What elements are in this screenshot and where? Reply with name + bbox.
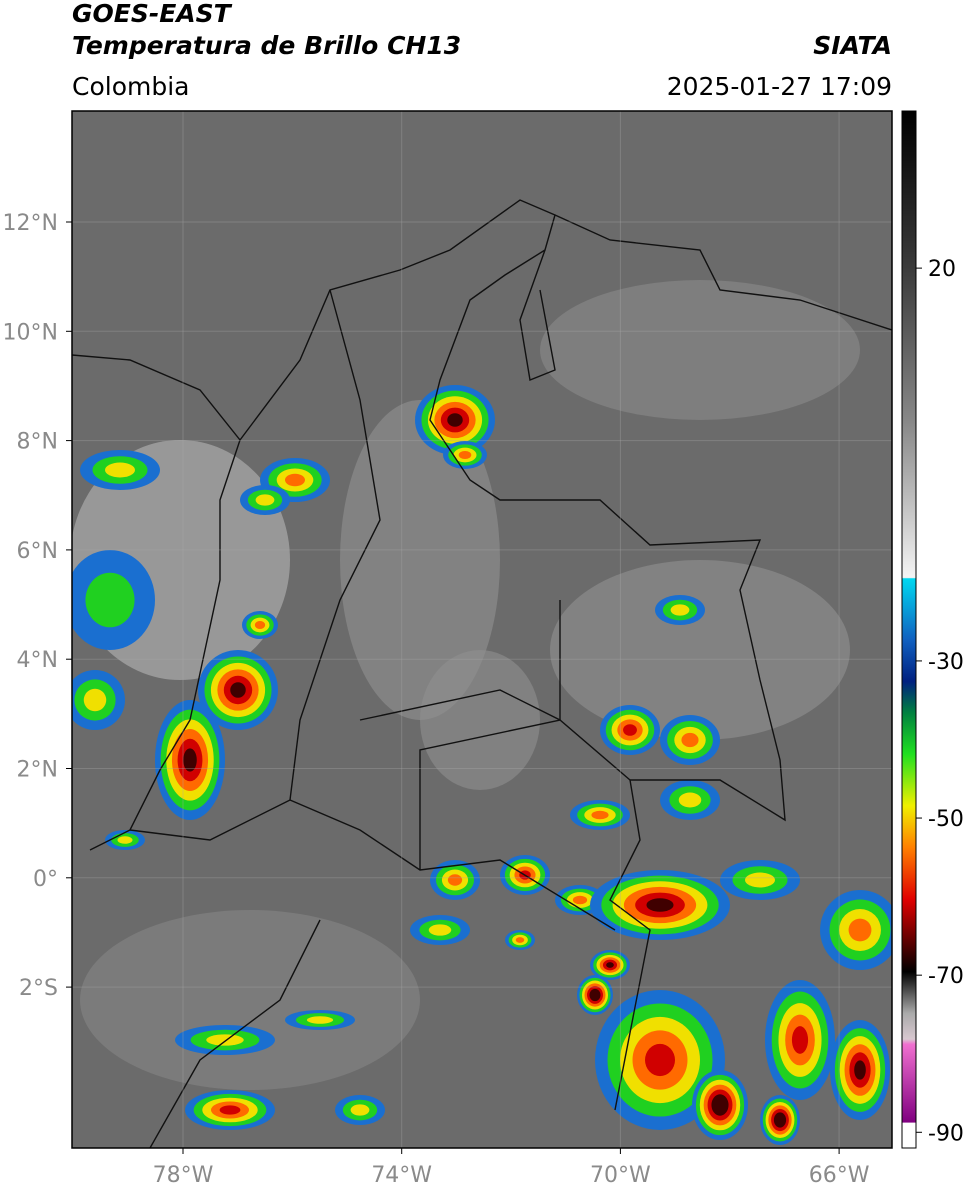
storm-cell [206,1034,244,1046]
lon-tick-label: 74°W [371,1163,432,1188]
storm-cell [219,1105,241,1115]
department-line [419,600,561,870]
colorbar-tick-label: -30 [928,650,964,675]
storm-cell [776,1115,784,1125]
storm-cell [645,1043,675,1077]
storm-cell [745,872,775,888]
lon-tick-label: 78°W [153,1163,214,1188]
department-line [289,289,381,801]
region: Colombia [72,72,189,101]
storm-cell [83,688,107,712]
storm-cell [105,462,135,478]
storm-cell [515,937,525,943]
storm-cell [791,1026,809,1054]
lat-tick-label: 8°N [17,430,58,455]
lat-tick-label: 2°S [19,976,58,1001]
storm-cell [678,792,702,808]
storm-cell [606,962,614,968]
lat-tick-label: 6°N [17,539,58,564]
venezuela-coast [554,214,892,331]
storm-cell [447,874,463,886]
colorbar-tick-label: -50 [928,807,964,832]
cloud [540,280,860,420]
coastline [72,354,241,851]
storm-cell [447,413,463,427]
cloud [550,560,850,740]
lat-tick-label: 0° [33,867,58,892]
lon-tick-label: 70°W [590,1163,651,1188]
lat-tick-label: 4°N [17,648,58,673]
lat-tick-label: 2°N [17,758,58,783]
storm-cell [254,621,266,629]
storm-cell [646,898,674,912]
storm-cell [715,1099,725,1111]
lat-tick-label: 10°N [3,320,58,345]
lon-tick-label: 66°W [809,1163,870,1188]
storm-cell [458,451,472,459]
lat-tick-label: 12°N [3,211,58,236]
storm-cell [681,732,699,748]
storm-cell [591,810,609,820]
storm-cell [85,572,135,628]
cloud [80,910,420,1090]
storm-cell [854,1060,866,1080]
datetime: 2025-01-27 17:09 [667,72,892,101]
title: GOES-EAST [72,0,233,28]
storm-cell [428,924,452,936]
storm-cell [117,836,133,844]
storm-cell [285,473,305,487]
storm-cell [670,604,690,616]
storm-cell [255,494,275,506]
colombia-border [239,199,786,1111]
cloud [340,400,500,720]
borders [72,199,892,1148]
storm-cell [592,991,598,999]
storm-cell [230,682,246,698]
storm-cell [306,1016,334,1024]
storm-cell [623,724,637,736]
storm-cell [848,918,872,942]
coastline [149,919,321,1148]
colorbar-tick-label: -70 [928,964,964,989]
map-frame [71,110,893,1149]
satellite-map [72,111,892,1148]
colorbar-tick-label: 20 [928,257,956,282]
source: SIATA [813,31,892,60]
colorbar [901,110,917,1149]
department-line [359,689,631,781]
peru-border [129,799,616,931]
storm-cell [572,895,588,905]
cloud [420,650,540,790]
storm-cell [183,748,197,772]
maracaibo [519,249,556,381]
colorbar-tick-label: -90 [928,1121,964,1146]
storm-cell [350,1104,370,1116]
subtitle: Temperatura de Brillo CH13 [72,31,461,60]
